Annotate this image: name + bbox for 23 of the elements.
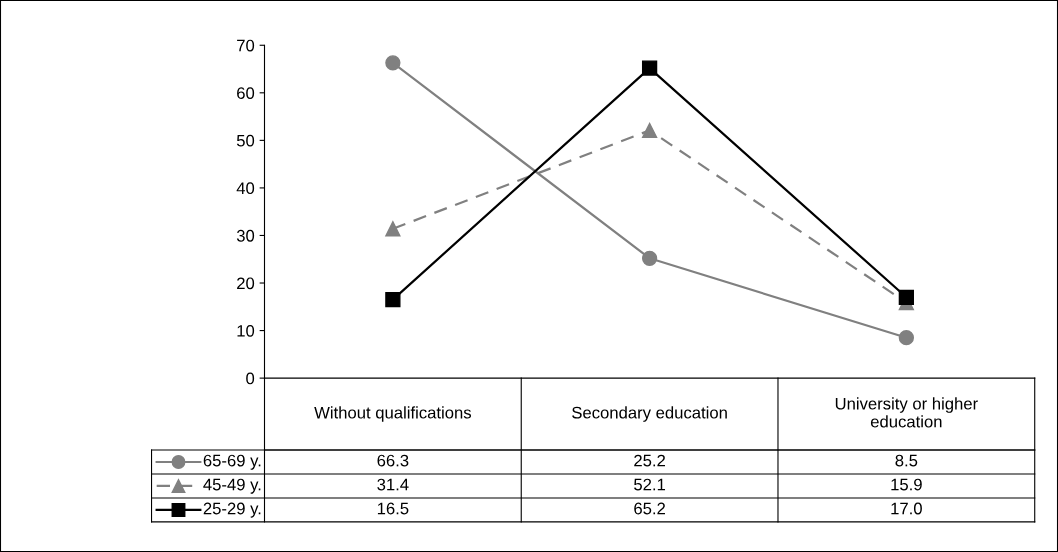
y-tick-label: 20 [237, 277, 255, 290]
data-label: 66.3 [377, 454, 409, 467]
data-label: 16.5 [377, 502, 409, 515]
y-tick-label: 40 [236, 182, 255, 195]
y-tick-label: 10 [237, 324, 255, 337]
data-label: 8.5 [895, 454, 918, 467]
y-tick-label: 70 [237, 39, 255, 52]
legend-label: 25-29 y. [203, 502, 261, 518]
y-tick-label: 0 [246, 372, 255, 385]
legend-label: 45-49 y. [203, 478, 261, 494]
data-label: 25.2 [634, 454, 665, 467]
y-tick-label: 60 [237, 87, 255, 100]
x-tick-label: University or higher education [835, 397, 978, 428]
x-tick-label: Without qualifications [314, 406, 472, 422]
data-label: 52.1 [634, 478, 666, 491]
data-label: 17.0 [891, 502, 922, 515]
y-tick-label: 50 [236, 134, 255, 147]
x-tick-label: Secondary education [572, 406, 727, 422]
y-tick-label: 30 [236, 229, 255, 242]
data-label: 15.9 [891, 478, 922, 491]
legend-label: 65-69 y. [203, 454, 261, 470]
data-label: 31.4 [377, 478, 409, 491]
data-label: 65.2 [634, 502, 665, 515]
